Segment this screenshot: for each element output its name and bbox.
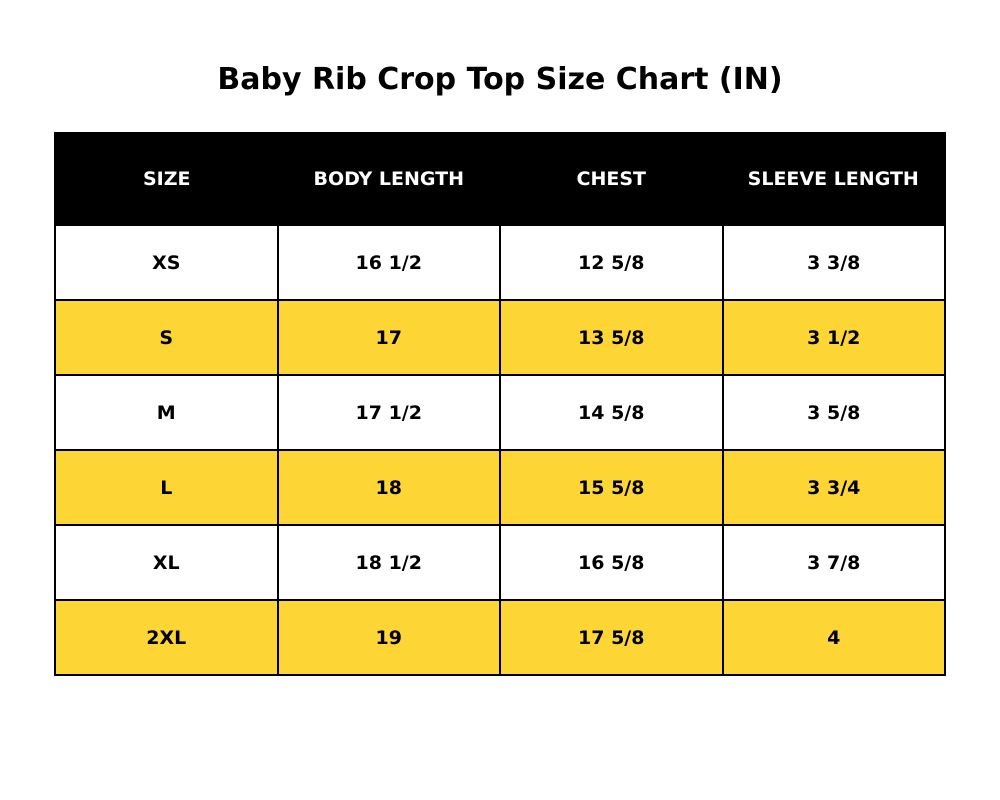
cell-chest: 12 5/8 xyxy=(499,224,724,301)
cell-size: M xyxy=(54,374,279,451)
cell-size: 2XL xyxy=(54,599,279,676)
size-chart-table: SIZE BODY LENGTH CHEST SLEEVE LENGTH XS … xyxy=(54,132,946,676)
cell-body-length: 18 xyxy=(276,449,501,526)
cell-sleeve-length: 3 7/8 xyxy=(721,524,946,601)
header-body-length: BODY LENGTH xyxy=(277,133,500,225)
cell-chest: 13 5/8 xyxy=(499,299,724,376)
cell-chest: 15 5/8 xyxy=(499,449,724,526)
cell-sleeve-length: 4 xyxy=(721,599,946,676)
cell-size: XS xyxy=(54,224,279,301)
table-row: 2XL 19 17 5/8 4 xyxy=(54,599,946,676)
cell-sleeve-length: 3 1/2 xyxy=(721,299,946,376)
cell-body-length: 16 1/2 xyxy=(276,224,501,301)
header-size: SIZE xyxy=(55,133,278,225)
cell-body-length: 19 xyxy=(276,599,501,676)
table-row: S 17 13 5/8 3 1/2 xyxy=(54,299,946,376)
cell-chest: 14 5/8 xyxy=(499,374,724,451)
cell-size: L xyxy=(54,449,279,526)
table-row: XL 18 1/2 16 5/8 3 7/8 xyxy=(54,524,946,601)
header-chest: CHEST xyxy=(500,133,723,225)
cell-size: S xyxy=(54,299,279,376)
cell-body-length: 17 xyxy=(276,299,501,376)
cell-chest: 17 5/8 xyxy=(499,599,724,676)
cell-sleeve-length: 3 3/4 xyxy=(721,449,946,526)
chart-title: Baby Rib Crop Top Size Chart (IN) xyxy=(217,62,783,97)
cell-sleeve-length: 3 3/8 xyxy=(721,224,946,301)
cell-chest: 16 5/8 xyxy=(499,524,724,601)
cell-body-length: 18 1/2 xyxy=(276,524,501,601)
cell-sleeve-length: 3 5/8 xyxy=(721,374,946,451)
header-sleeve-length: SLEEVE LENGTH xyxy=(722,133,945,225)
table-row: L 18 15 5/8 3 3/4 xyxy=(54,449,946,526)
cell-body-length: 17 1/2 xyxy=(276,374,501,451)
table-row: M 17 1/2 14 5/8 3 5/8 xyxy=(54,374,946,451)
header-row: SIZE BODY LENGTH CHEST SLEEVE LENGTH xyxy=(55,133,945,225)
table-row: XS 16 1/2 12 5/8 3 3/8 xyxy=(54,224,946,301)
cell-size: XL xyxy=(54,524,279,601)
